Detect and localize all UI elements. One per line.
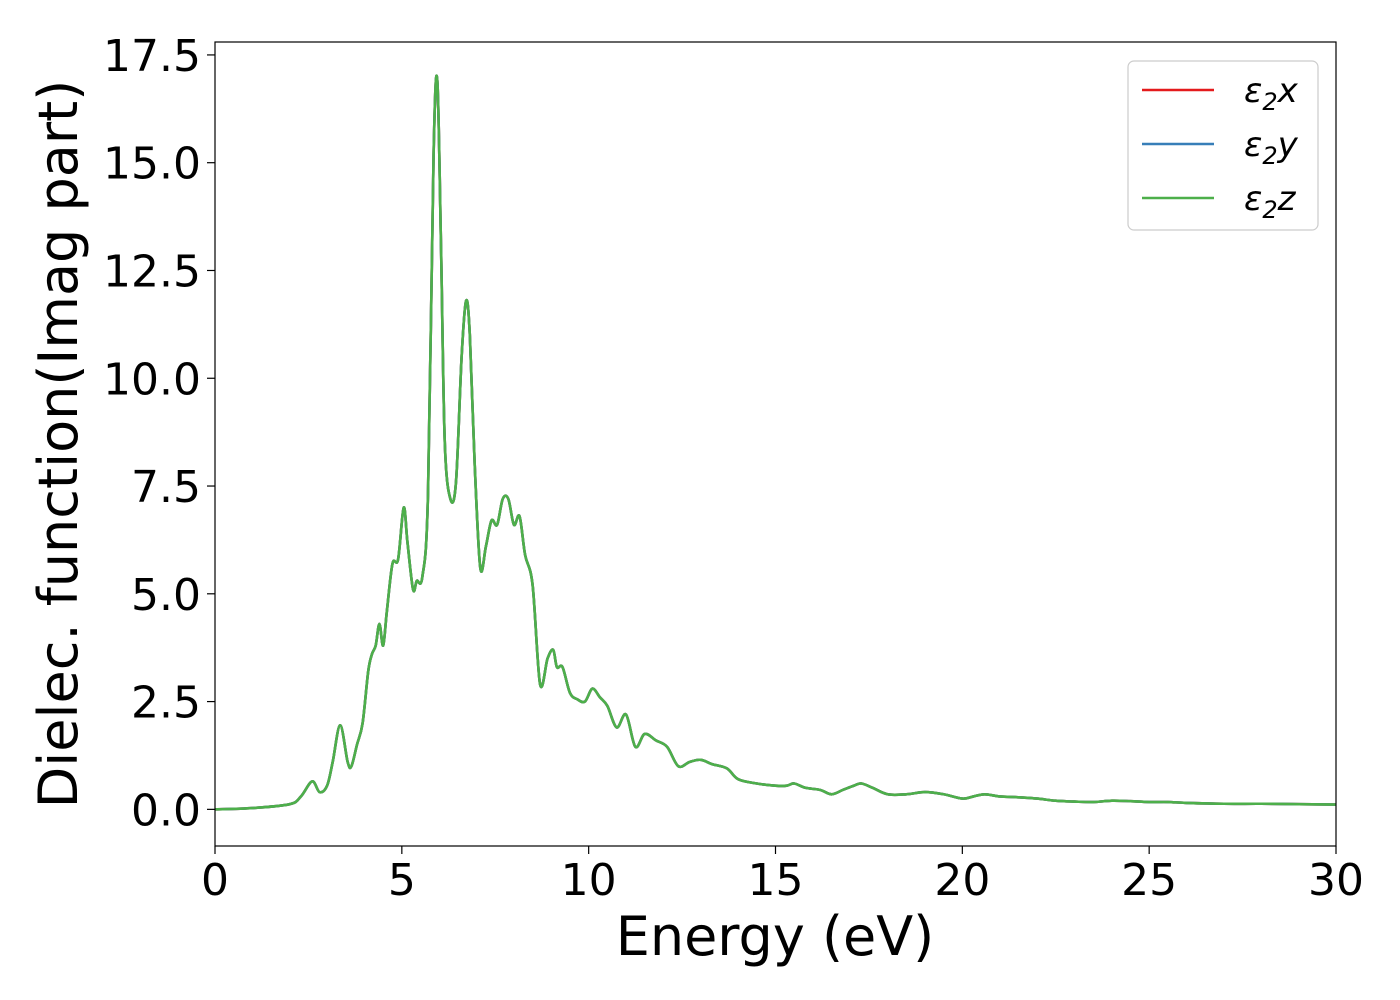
y-axis-ticks: 0.0 2.5 5.0 7.5 10.0 12.5 15.0 17.5 (103, 31, 215, 836)
legend-label-x: ε2x (1244, 71, 1299, 116)
x-axis-title: Energy (eV) (616, 905, 935, 968)
y-tick-label: 15.0 (103, 139, 201, 190)
legend: ε2x ε2y ε2z (1127, 60, 1319, 231)
y-tick-label: 0.0 (131, 785, 201, 836)
y-tick-label: 5.0 (131, 570, 201, 621)
series-line-z (215, 74, 1336, 811)
x-tick-label: 5 (388, 855, 416, 906)
x-tick-label: 20 (934, 855, 990, 906)
x-tick-label: 25 (1121, 855, 1177, 906)
y-tick-label: 2.5 (131, 678, 201, 729)
y-tick-label: 10.0 (103, 354, 201, 405)
legend-label-z: ε2z (1244, 179, 1297, 224)
x-tick-label: 15 (748, 855, 804, 906)
y-tick-label: 7.5 (131, 462, 201, 513)
legend-label-y: ε2y (1244, 125, 1299, 170)
y-tick-label: 17.5 (103, 31, 201, 82)
x-tick-label: 10 (561, 855, 617, 906)
legend-box (1127, 60, 1319, 231)
x-axis-ticks: 0 5 10 15 20 25 30 (201, 846, 1364, 906)
series-layer (215, 74, 1336, 811)
y-axis-title: Dielec. function(Imag part) (27, 80, 90, 809)
x-tick-label: 0 (201, 855, 229, 906)
y-tick-label: 12.5 (103, 246, 201, 297)
x-tick-label: 30 (1308, 855, 1364, 906)
